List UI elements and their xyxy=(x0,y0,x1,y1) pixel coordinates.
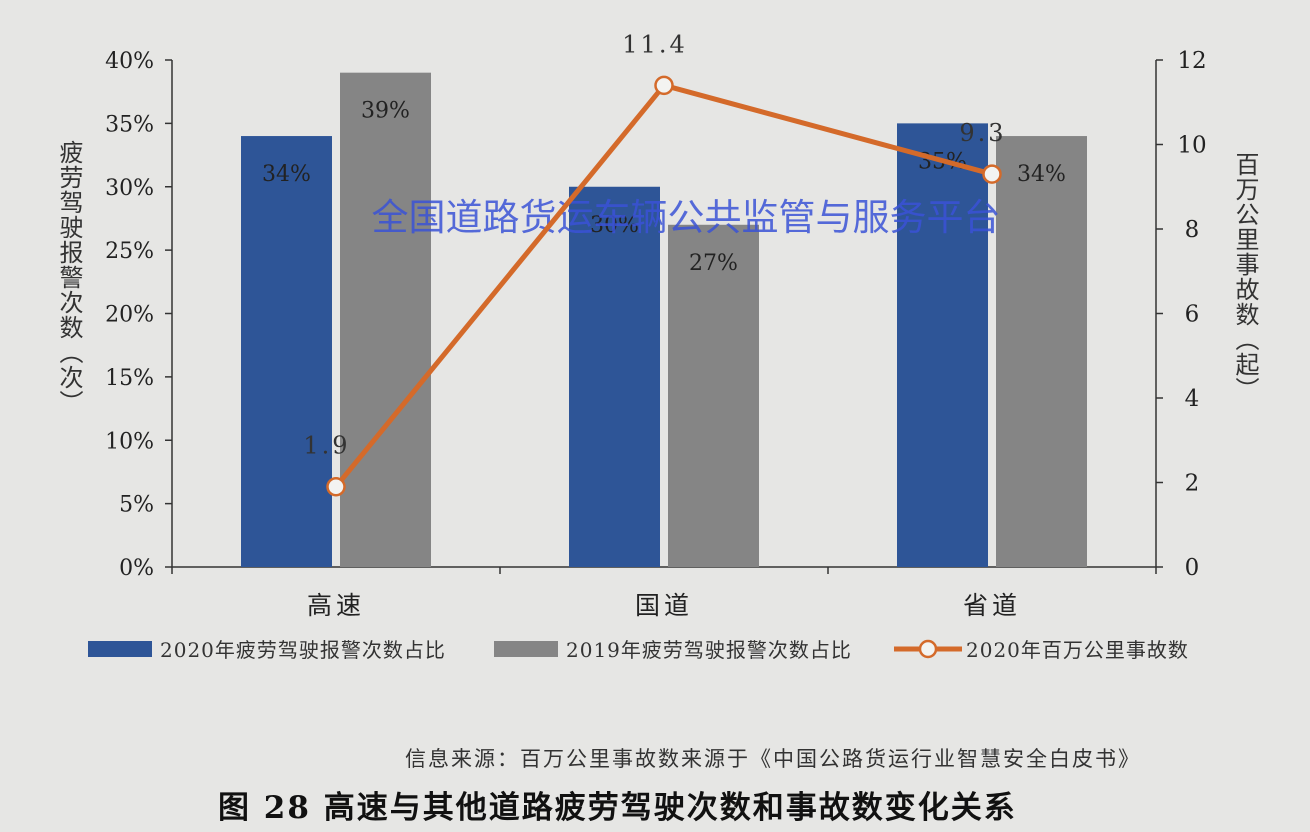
bar-data-label: 34% xyxy=(1017,162,1066,187)
y-right-tick-label: 2 xyxy=(1185,471,1200,497)
line-data-label: 11.4 xyxy=(622,30,687,58)
y-left-tick-label: 5% xyxy=(119,493,154,518)
y-axis-left-label: 疲劳驾驶报警次数（次） xyxy=(55,140,83,415)
line-point xyxy=(326,476,346,497)
y-left-tick-label: 30% xyxy=(105,176,154,201)
bar xyxy=(340,72,431,568)
bar xyxy=(569,186,660,567)
bar-data-label: 30% xyxy=(590,213,639,238)
figure-caption: 图 28 高速与其他道路疲劳驾驶次数和事故数变化关系 xyxy=(218,790,1017,826)
legend-marker xyxy=(918,639,938,659)
y-right-tick-label: 10 xyxy=(1177,133,1206,159)
chart: 0% 5% 10% 15% 20% 25% 30% 35% 40% 0 2 4 6 8 10 12 高速 国道 省道… xyxy=(88,30,1207,662)
y-left-tick-label: 15% xyxy=(105,366,154,391)
bar xyxy=(996,136,1087,568)
y-left-tick-label: 40% xyxy=(105,49,154,74)
x-tick-label: 国道 xyxy=(635,591,693,620)
y-right-tick-label: 6 xyxy=(1185,302,1200,328)
y-left-tick-label: 35% xyxy=(105,112,154,137)
y-left-tick-label: 20% xyxy=(105,303,154,328)
watermark: 全国道路货运车辆公共监管与服务平台 xyxy=(372,196,1001,239)
y-left-tick-label: 0% xyxy=(119,556,154,581)
bar xyxy=(897,123,988,567)
y-left-tick-label: 10% xyxy=(105,429,154,454)
bar xyxy=(241,136,332,568)
y-axis-right-label: 百万公里事故数（起） xyxy=(1231,152,1259,402)
legend-label: 2019年疲劳驾驶报警次数占比 xyxy=(566,638,852,662)
y-right-tick-label: 0 xyxy=(1185,555,1200,581)
line-data-label: 9.3 xyxy=(959,119,1006,147)
y-right-tick-label: 12 xyxy=(1177,48,1206,74)
y-left-tick-label: 25% xyxy=(105,239,154,264)
legend-swatch xyxy=(88,641,152,657)
legend-label: 2020年百万公里事故数 xyxy=(966,638,1189,662)
x-tick-label: 高速 xyxy=(307,591,365,620)
bar xyxy=(668,224,759,567)
line-point xyxy=(654,75,674,96)
bar-data-label: 34% xyxy=(262,162,311,187)
y-right-tick-label: 4 xyxy=(1185,386,1200,412)
line-point xyxy=(982,164,1002,184)
bar-data-label: 27% xyxy=(689,251,738,276)
line-series xyxy=(334,82,993,489)
line-data-label: 1.9 xyxy=(303,432,350,460)
bar-data-label: 39% xyxy=(361,99,410,124)
y-right-tick-label: 8 xyxy=(1185,217,1200,243)
legend-swatch xyxy=(494,641,558,657)
source-note: 信息来源：百万公里事故数来源于《中国公路货运行业智慧安全白皮书》 xyxy=(405,747,1141,771)
legend-label: 2020年疲劳驾驶报警次数占比 xyxy=(160,638,446,662)
x-tick-label: 省道 xyxy=(963,591,1021,620)
